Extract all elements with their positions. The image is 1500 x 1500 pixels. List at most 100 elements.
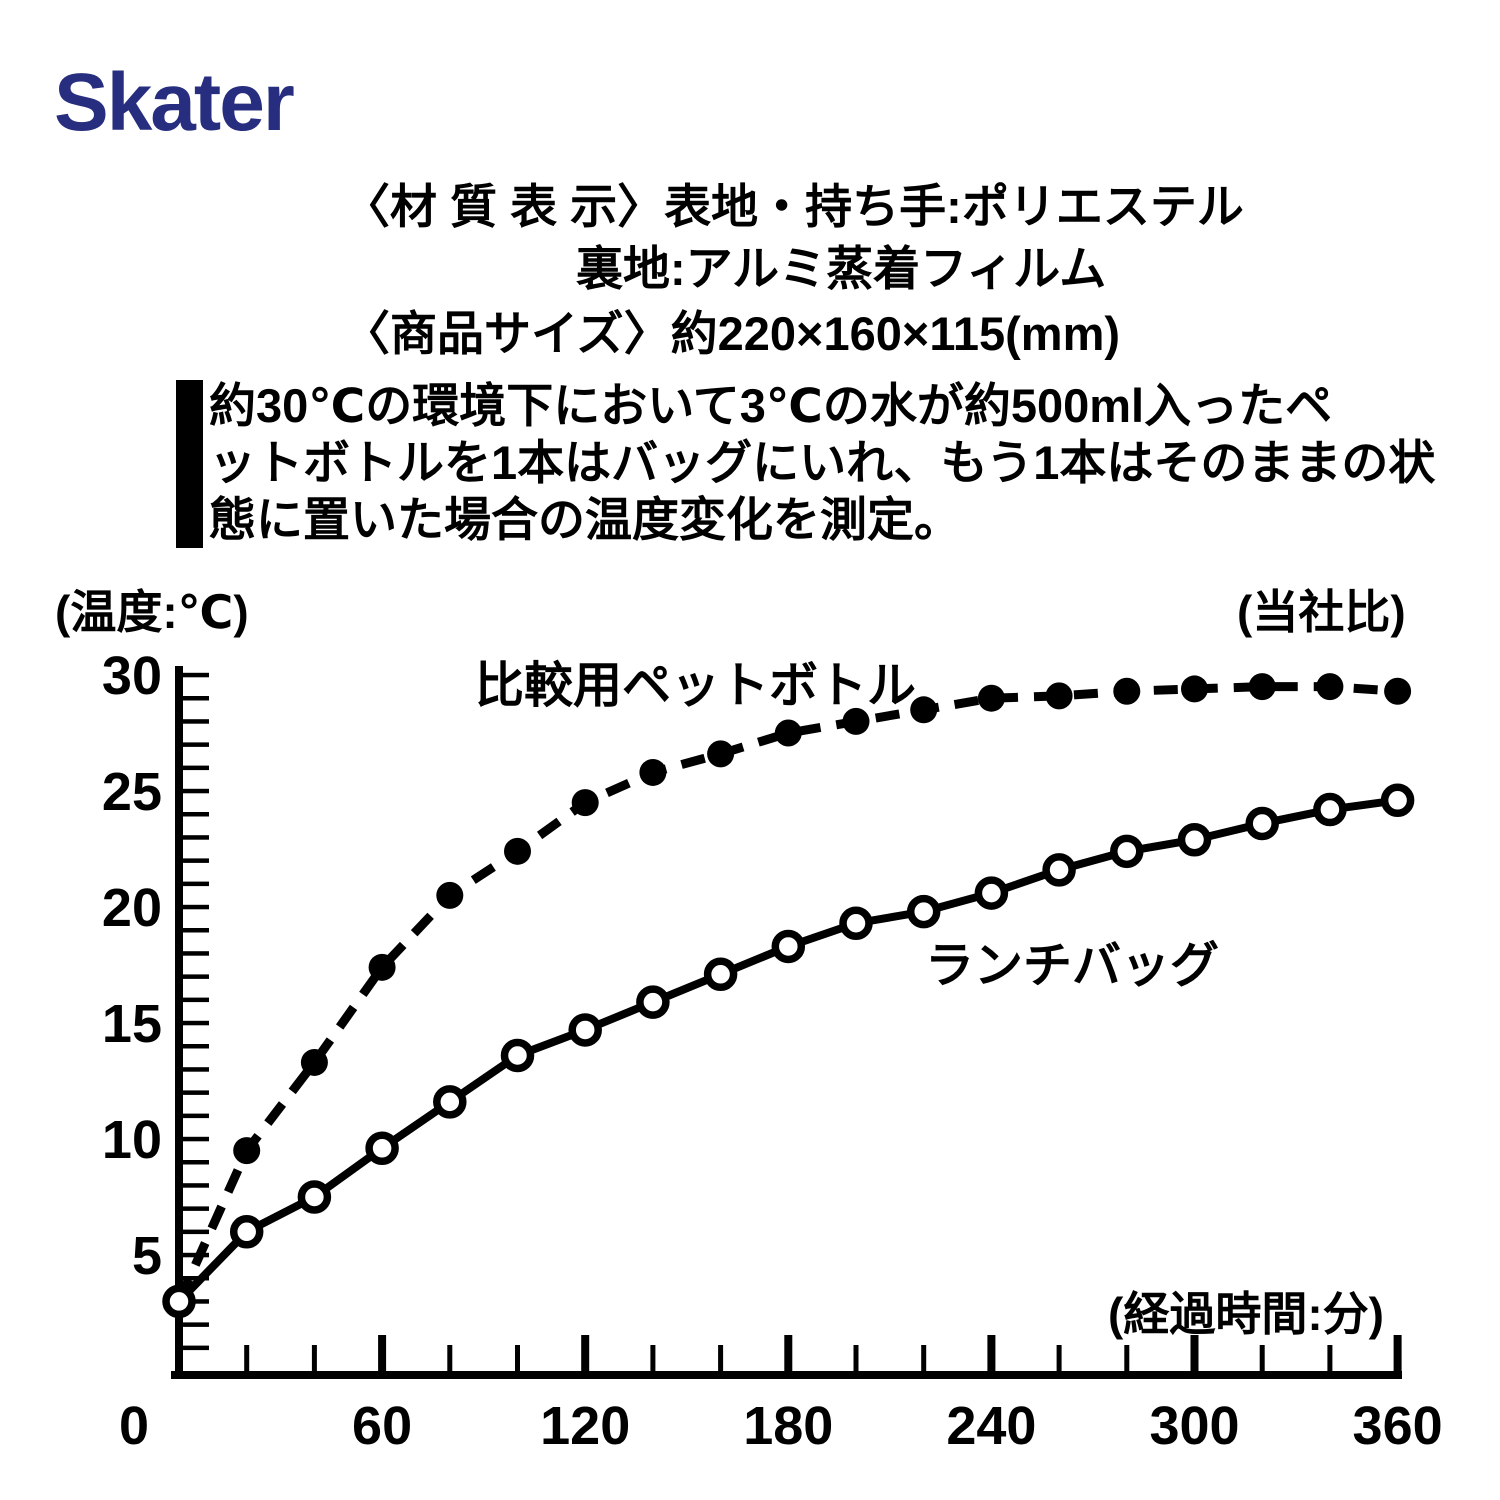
y-tick-label: 15 xyxy=(102,994,162,1054)
series-label-pet-bottle: 比較用ペットボトル xyxy=(475,659,917,713)
data-point-filled xyxy=(1113,677,1141,705)
test-description-line-1: 約30℃の環境下において3℃の水が約500ml入ったペ xyxy=(209,379,1333,432)
description-highlight-bar xyxy=(176,380,203,548)
y-tick xyxy=(183,1113,209,1119)
x-tick-label: 120 xyxy=(540,1396,630,1456)
data-point-open xyxy=(500,1038,535,1073)
y-tick xyxy=(183,1044,209,1049)
y-tick xyxy=(183,1020,209,1026)
data-point-open xyxy=(1177,822,1212,857)
x-tick-label: 0 xyxy=(119,1396,149,1456)
data-point-open xyxy=(771,929,806,964)
data-point-open xyxy=(1245,806,1279,841)
y-tick xyxy=(183,1183,209,1188)
x-major-tick xyxy=(1393,1335,1402,1371)
y-tick xyxy=(183,835,209,840)
y-tick xyxy=(183,881,209,887)
y-tick xyxy=(183,858,209,863)
y-tick xyxy=(183,1345,209,1351)
data-point-filled xyxy=(233,1137,261,1165)
data-point-open xyxy=(636,985,670,1019)
data-point-open xyxy=(1110,834,1144,869)
product-size-line: 〈商品サイズ〉約220×160×115(mm) xyxy=(343,307,1121,360)
brand-logo: Skater xyxy=(54,57,295,148)
y-tick xyxy=(183,765,209,771)
data-point-open xyxy=(162,1284,196,1319)
data-point-filled xyxy=(1181,675,1208,703)
y-axis-unit-label: (温度:℃) xyxy=(55,586,249,638)
y-tick xyxy=(183,719,209,724)
y-tick xyxy=(183,951,209,956)
x-minor-tick xyxy=(311,1345,317,1371)
data-point-open xyxy=(568,1013,602,1047)
x-axis-unit-label: (経過時間:分) xyxy=(1108,1288,1384,1340)
data-point-filled xyxy=(842,707,870,735)
data-point-filled xyxy=(504,837,531,865)
y-tick xyxy=(183,1206,209,1211)
data-point-open xyxy=(365,1131,399,1166)
y-tick-label: 20 xyxy=(102,878,162,938)
y-axis-line xyxy=(175,666,183,1379)
x-major-tick xyxy=(581,1335,590,1371)
corner-note: (当社比) xyxy=(1237,586,1406,638)
x-tick-label: 360 xyxy=(1353,1396,1443,1456)
x-minor-tick xyxy=(447,1345,453,1371)
y-tick-label: 30 xyxy=(102,646,162,706)
data-point-open xyxy=(906,894,941,929)
y-tick xyxy=(183,1160,209,1165)
x-minor-tick xyxy=(650,1345,656,1371)
x-axis-line xyxy=(171,1371,1402,1379)
data-point-filled xyxy=(707,740,735,768)
axes xyxy=(171,666,1402,1379)
x-minor-tick xyxy=(1124,1345,1130,1371)
x-minor-tick xyxy=(718,1345,724,1371)
series-pet-bottle xyxy=(165,673,1412,1315)
x-tick-label: 180 xyxy=(743,1396,833,1456)
data-point-filled xyxy=(1248,673,1276,701)
data-point-open xyxy=(839,906,873,940)
y-tick-label: 10 xyxy=(102,1110,162,1170)
data-point-filled xyxy=(977,684,1005,712)
y-tick xyxy=(183,1322,209,1327)
data-point-filled xyxy=(571,789,599,817)
x-major-tick xyxy=(784,1335,793,1371)
data-point-filled xyxy=(774,719,802,747)
data-point-filled xyxy=(368,953,396,981)
data-point-filled xyxy=(1316,673,1344,701)
x-minor-tick xyxy=(853,1345,859,1371)
x-minor-tick xyxy=(1327,1345,1333,1371)
data-point-open xyxy=(297,1180,332,1214)
series-label-lunch-bag: ランチバッグ xyxy=(925,939,1220,993)
data-point-filled xyxy=(300,1048,328,1076)
data-point-open xyxy=(229,1215,264,1249)
x-major-tick xyxy=(987,1335,996,1371)
data-point-filled xyxy=(639,758,667,786)
x-minor-tick xyxy=(921,1345,927,1371)
y-tick xyxy=(183,812,209,817)
x-tick-label: 300 xyxy=(1149,1396,1239,1456)
series-lunch-bag xyxy=(162,783,1415,1319)
x-tick-label: 240 xyxy=(946,1396,1036,1456)
data-point-open xyxy=(1313,792,1347,827)
y-tick xyxy=(183,904,209,910)
test-description-line-3: 態に置いた場合の温度変化を測定。 xyxy=(209,493,961,546)
x-tick-label: 60 xyxy=(352,1396,412,1456)
data-point-filled xyxy=(1045,682,1073,710)
y-tick xyxy=(183,974,209,979)
data-point-open xyxy=(703,957,738,992)
y-tick xyxy=(183,1299,209,1304)
data-point-filled xyxy=(436,881,464,909)
x-major-tick xyxy=(1190,1335,1199,1371)
y-tick-label: 25 xyxy=(102,762,162,822)
y-tick xyxy=(183,1067,209,1072)
y-tick xyxy=(183,997,209,1003)
y-tick xyxy=(183,1090,209,1095)
y-tick xyxy=(183,928,209,933)
y-tick xyxy=(183,1229,209,1235)
test-description: 約30℃の環境下において3℃の水が約500ml入ったペ ットボトルを1本はバッグ… xyxy=(209,377,1435,548)
y-tick xyxy=(183,1136,209,1142)
material-spec-line-2: 裏地:アルミ蒸着フィルム xyxy=(576,242,1107,295)
data-point-open xyxy=(974,876,1009,910)
